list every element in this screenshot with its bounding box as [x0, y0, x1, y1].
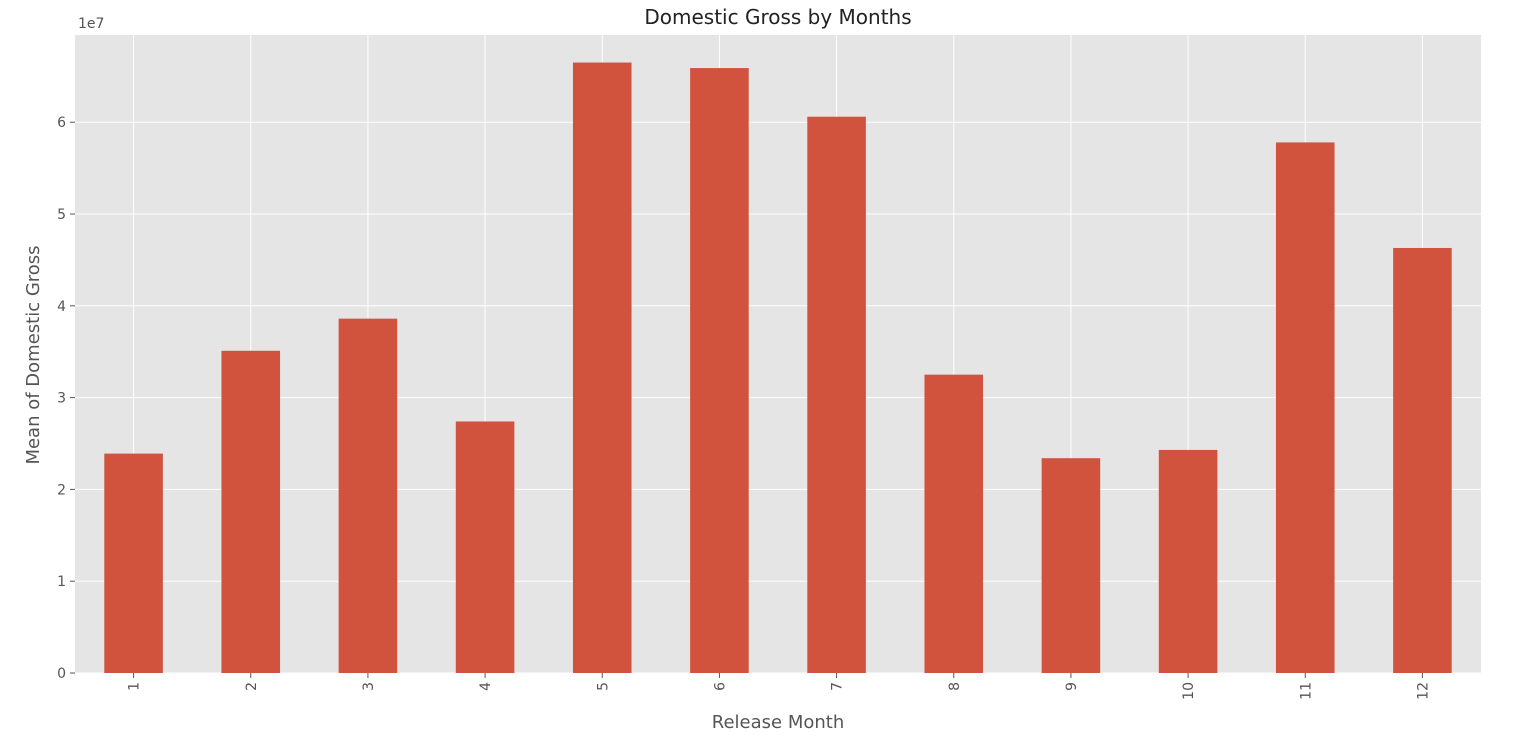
y-axis-label: Mean of Domestic Gross — [23, 245, 44, 464]
x-tick-label-11: 11 — [1298, 682, 1314, 700]
x-tick-label-7: 7 — [830, 682, 846, 691]
x-tick-label-4: 4 — [478, 682, 494, 691]
chart-title: Domestic Gross by Months — [644, 5, 911, 29]
bar-month-8 — [924, 374, 984, 673]
y-axis-offset-label: 1e7 — [78, 16, 104, 32]
y-tick-label-1: 1 — [57, 574, 66, 590]
y-tick-label-5: 5 — [57, 207, 66, 223]
bar-month-6 — [690, 68, 749, 673]
x-tick-label-1: 1 — [127, 682, 143, 691]
bar-month-2 — [221, 350, 281, 673]
y-axis-ticks: 0 1 2 3 4 5 6 — [57, 115, 75, 682]
y-tick-label-2: 2 — [57, 482, 66, 498]
x-tick-label-9: 9 — [1064, 682, 1080, 691]
x-axis-label: Release Month — [712, 712, 844, 733]
x-tick-label-8: 8 — [947, 682, 963, 691]
bars — [104, 62, 1452, 674]
bar-month-7 — [807, 116, 866, 673]
bar-month-9 — [1041, 458, 1101, 673]
bar-month-12 — [1393, 247, 1452, 673]
x-axis-ticks: 1 2 3 4 5 6 7 8 9 10 11 12 — [127, 673, 1431, 700]
x-tick-label-12: 12 — [1415, 682, 1431, 700]
bar-month-4 — [455, 421, 515, 673]
bar-month-3 — [338, 318, 398, 673]
y-tick-label-4: 4 — [57, 299, 66, 315]
x-tick-label-2: 2 — [244, 682, 260, 691]
x-tick-label-10: 10 — [1181, 682, 1197, 700]
plot-area — [75, 35, 1481, 673]
y-tick-label-3: 3 — [57, 391, 66, 407]
bar-month-10 — [1158, 449, 1218, 673]
bar-month-1 — [104, 453, 163, 673]
bar-month-5 — [572, 62, 632, 674]
y-tick-label-6: 6 — [57, 115, 66, 131]
x-tick-label-3: 3 — [361, 682, 377, 691]
y-tick-label-0: 0 — [57, 666, 66, 682]
bar-month-11 — [1275, 142, 1335, 674]
x-tick-label-5: 5 — [595, 682, 611, 691]
x-tick-label-6: 6 — [712, 682, 728, 691]
